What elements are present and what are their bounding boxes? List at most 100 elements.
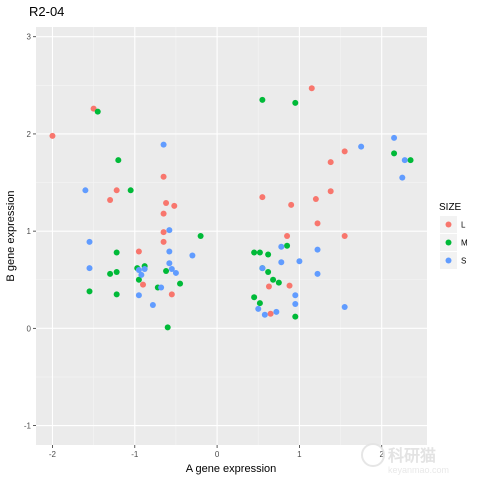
point-m — [115, 157, 122, 164]
y-axis-title: B gene expression — [5, 190, 17, 281]
point-s — [86, 238, 93, 245]
x-tick-label: 0 — [215, 450, 220, 459]
watermark: 科研猫 keyanmao.com — [361, 443, 449, 475]
x-axis-title: A gene expression — [186, 463, 277, 475]
point-m — [107, 270, 114, 277]
point-l — [171, 202, 178, 209]
point-m — [265, 251, 272, 258]
point-l — [135, 248, 142, 255]
x-tick-label: 2 — [379, 450, 384, 459]
point-m — [127, 187, 134, 194]
point-l — [259, 194, 266, 201]
point-l — [312, 196, 319, 203]
point-s — [255, 305, 262, 312]
point-l — [341, 148, 348, 155]
chart-title: R2-04 — [29, 4, 64, 19]
point-s — [358, 143, 365, 150]
plot-panel — [36, 27, 427, 445]
point-s — [341, 303, 348, 310]
point-s — [296, 258, 303, 265]
point-s — [292, 292, 299, 299]
point-l — [267, 310, 274, 317]
point-m — [86, 288, 93, 295]
point-l — [327, 159, 334, 166]
point-l — [327, 188, 334, 195]
point-s — [166, 227, 173, 234]
point-m — [163, 267, 170, 274]
legend-label-l: L — [461, 221, 466, 230]
point-s — [135, 267, 142, 274]
point-m — [256, 249, 263, 256]
point-l — [49, 132, 56, 139]
point-s — [401, 157, 408, 164]
point-s — [166, 260, 173, 267]
point-l — [113, 187, 120, 194]
point-s — [278, 243, 285, 250]
point-m — [164, 324, 171, 331]
data-points — [49, 85, 414, 331]
point-m — [265, 268, 272, 275]
point-s — [273, 308, 280, 315]
watermark-cat-logo — [361, 443, 385, 467]
point-l — [288, 201, 295, 208]
point-m — [270, 276, 277, 283]
point-s — [141, 266, 148, 273]
point-m — [177, 280, 184, 287]
point-s — [314, 246, 321, 253]
point-l — [107, 197, 114, 204]
point-s — [135, 292, 142, 299]
point-s — [259, 265, 266, 272]
point-s — [278, 259, 285, 266]
point-s — [399, 174, 406, 181]
y-tick-label: 3 — [27, 33, 32, 42]
point-l — [160, 210, 167, 217]
point-s — [189, 252, 196, 259]
x-tick-label: -2 — [49, 450, 57, 459]
point-m — [284, 242, 291, 249]
legend: SIZE LMS — [439, 202, 468, 269]
y-tick-label: -1 — [24, 422, 32, 431]
point-l — [160, 173, 167, 180]
legend-marker-s — [445, 257, 452, 264]
point-m — [251, 294, 258, 301]
watermark-url: keyanmao.com — [388, 465, 449, 475]
y-tick-label: 2 — [27, 130, 32, 139]
y-tick-label: 1 — [27, 227, 32, 236]
point-s — [82, 187, 89, 194]
point-s — [138, 271, 145, 278]
point-s — [261, 311, 268, 318]
point-m — [113, 291, 120, 298]
point-s — [160, 141, 167, 148]
point-l — [168, 291, 175, 298]
point-s — [86, 265, 93, 272]
point-l — [341, 233, 348, 239]
point-m — [251, 249, 258, 256]
point-m — [292, 313, 299, 320]
point-m — [256, 300, 263, 307]
legend-title: SIZE — [439, 202, 462, 213]
point-l — [163, 199, 170, 206]
legend-marker-m — [445, 239, 452, 246]
point-s — [166, 248, 173, 255]
point-m — [94, 108, 101, 115]
point-m — [259, 96, 266, 103]
x-tick-label: 1 — [297, 450, 302, 459]
point-m — [135, 276, 142, 283]
point-l — [308, 85, 315, 92]
point-l — [286, 282, 293, 289]
point-l — [140, 281, 147, 288]
point-m — [407, 157, 414, 164]
x-axis-ticks: -2 -1 0 1 2 — [49, 445, 384, 459]
point-m — [197, 233, 204, 239]
point-s — [158, 284, 165, 291]
watermark-logo-text: 科研猫 — [388, 446, 436, 465]
legend-label-s: S — [461, 257, 466, 266]
point-m — [113, 249, 120, 256]
legend-label-m: M — [461, 239, 468, 248]
point-s — [292, 301, 299, 308]
point-s — [168, 266, 175, 273]
y-axis-ticks: -1 0 1 2 3 — [24, 33, 36, 431]
point-s — [172, 269, 179, 276]
y-tick-label: 0 — [27, 324, 32, 333]
